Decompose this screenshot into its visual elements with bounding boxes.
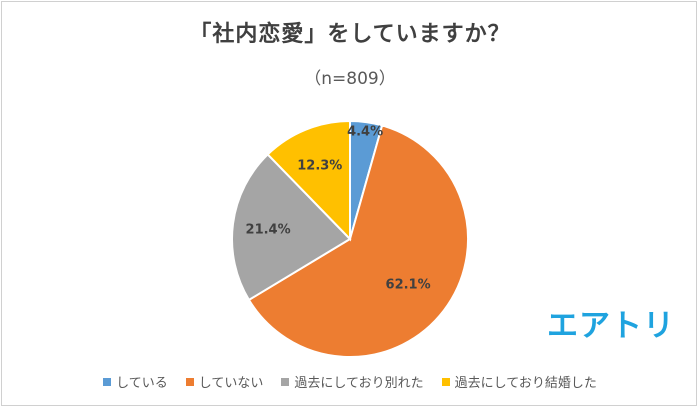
data-label-past-broke-up: 21.4% [246, 222, 291, 237]
pie-slice-past-married [266, 119, 351, 242]
legend: している していない 過去にしており別れた 過去にしており結婚した [2, 372, 698, 391]
legend-item-past-broke-up: 過去にしており別れた [281, 372, 424, 391]
legend-label-not-doing: していない [198, 376, 264, 391]
legend-label-past-married: 過去にしており結婚した [454, 376, 597, 391]
legend-label-past-broke-up: 過去にしており別れた [294, 376, 424, 391]
legend-item-not-doing: していない [185, 372, 264, 391]
legend-swatch-not-doing [185, 377, 194, 386]
data-label-past-married: 12.3% [297, 159, 342, 174]
data-label-not-doing: 62.1% [386, 277, 431, 292]
chart-title: 「社内恋愛」をしていますか？ [189, 22, 511, 47]
legend-item-past-married: 過去にしており結婚した [441, 372, 597, 391]
legend-swatch-doing [103, 377, 112, 386]
legend-swatch-past-married [441, 377, 450, 386]
airtrip-logo: エアトリ [547, 308, 675, 344]
legend-item-doing: している [103, 372, 168, 391]
pie-slice-past-broke-up [231, 152, 352, 302]
pie-slice-not-doing [247, 124, 470, 358]
chart-subtitle: （n=809） [304, 69, 396, 89]
legend-swatch-past-broke-up [281, 377, 290, 386]
legend-label-doing: している [116, 376, 168, 391]
data-label-doing: 4.4% [347, 124, 383, 139]
